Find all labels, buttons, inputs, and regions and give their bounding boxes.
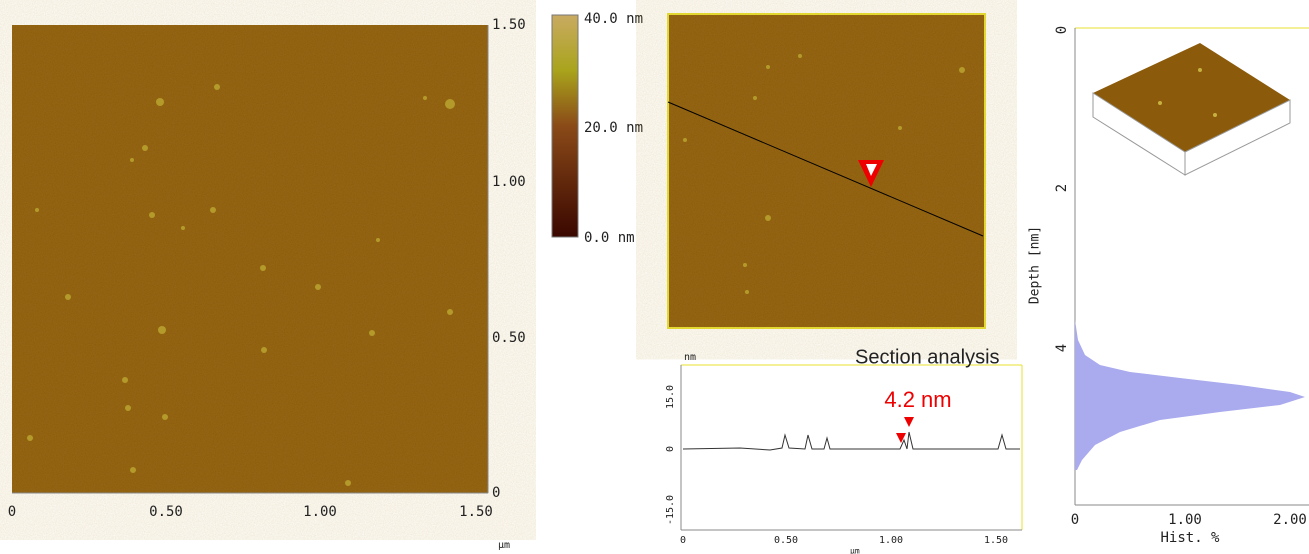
x-tick-label: 0 xyxy=(1071,512,1079,528)
afm-texture xyxy=(668,14,985,328)
x-tick-label: 1.00 xyxy=(1168,512,1202,528)
x-unit: μm xyxy=(498,540,510,551)
x-tick-label: 1.00 xyxy=(303,504,337,520)
x-tick-label: 0.50 xyxy=(774,535,798,546)
y-tick-label: 0 xyxy=(1054,26,1070,34)
colorbar-label: 0.0 nm xyxy=(584,230,635,246)
colorbar-label: 40.0 nm xyxy=(584,11,643,27)
y-unit: nm xyxy=(684,352,696,363)
x-tick-label: 0 xyxy=(680,535,686,546)
x-tick-label: 1.50 xyxy=(984,535,1008,546)
y-tick-label: 15.0 xyxy=(665,385,676,409)
y-tick-label: 1.50 xyxy=(492,17,526,33)
inset-3d xyxy=(1092,43,1291,176)
y-tick-label: -15.0 xyxy=(665,495,676,525)
x-tick-label: 1.50 xyxy=(459,504,493,520)
marker xyxy=(896,433,906,443)
x-tick-label: 1.00 xyxy=(879,535,903,546)
particles xyxy=(683,54,965,294)
x-unit: μm xyxy=(850,547,860,554)
particles xyxy=(27,84,455,486)
y-label: Depth [nm] xyxy=(1028,226,1043,304)
y-tick-label: 1.00 xyxy=(492,174,526,190)
marker xyxy=(866,164,877,176)
x-tick-label: 0.50 xyxy=(149,504,183,520)
y-tick-label: 0 xyxy=(492,485,500,501)
y-tick-label: 0 xyxy=(665,446,676,452)
x-tick-label: 0 xyxy=(8,504,16,520)
profile xyxy=(682,431,1020,451)
colorbar-label: 20.0 nm xyxy=(584,120,643,136)
y-tick-label: 4 xyxy=(1054,344,1070,352)
section-line xyxy=(667,101,984,237)
colorbar xyxy=(551,14,579,238)
x-tick-label: 2.00 xyxy=(1273,512,1307,528)
x-label: Hist. % xyxy=(1160,530,1220,546)
afm-texture xyxy=(12,25,488,493)
y-tick-label: 0.50 xyxy=(492,330,526,346)
y-tick-label: 2 xyxy=(1054,184,1070,192)
section-title: Section analysis xyxy=(855,346,1000,368)
marker xyxy=(904,417,914,427)
annotation: 4.2 nm xyxy=(884,387,951,412)
histogram xyxy=(1075,320,1305,470)
